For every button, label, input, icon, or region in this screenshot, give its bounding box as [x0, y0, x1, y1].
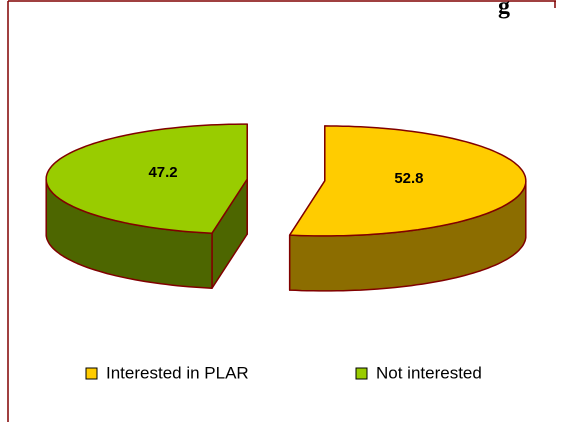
legend-label: Interested in PLAR	[106, 363, 249, 382]
legend-swatch	[85, 367, 98, 380]
slice-top	[288, 125, 527, 237]
slice-top	[45, 123, 248, 234]
chart-title: g	[498, 0, 510, 20]
legend-label: Not interested	[376, 363, 482, 382]
data-label: 47.2	[148, 164, 177, 181]
data-label: 52.8	[394, 170, 423, 187]
legend-swatch	[355, 367, 368, 380]
